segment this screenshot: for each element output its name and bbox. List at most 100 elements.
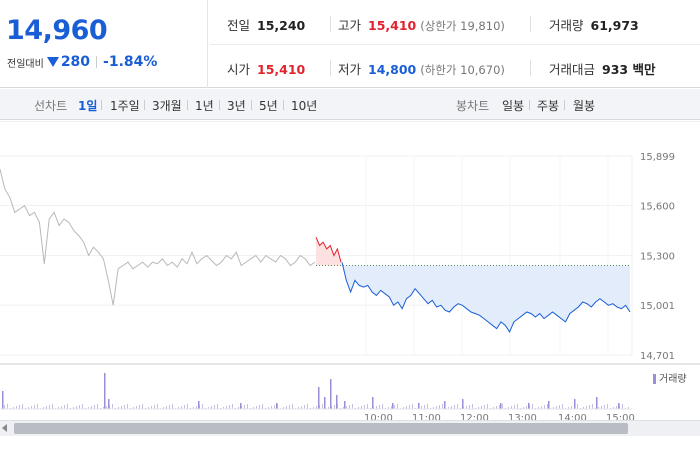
period-tab-10y[interactable]: 10년 — [291, 99, 318, 113]
volume-bar — [292, 404, 293, 409]
volume-bar — [163, 407, 164, 409]
period-tab-1d[interactable]: 1일 — [78, 99, 98, 113]
stat-label: 거래대금 — [549, 62, 596, 77]
volume-bar — [244, 405, 245, 409]
volume-bar — [178, 407, 179, 409]
candle-tab-month[interactable]: 월봉 — [573, 99, 596, 113]
volume-bar — [598, 407, 599, 409]
volume-bar — [151, 406, 152, 409]
current-price-box: 14,960 전일대비 280 -1.84% — [0, 0, 208, 88]
volume-bar — [628, 407, 629, 409]
stat-value: 15,240 — [257, 18, 306, 33]
y-tick-label: 15,300 — [640, 252, 675, 263]
volume-bar — [457, 404, 458, 409]
volume-bar — [568, 407, 569, 409]
divider — [96, 56, 98, 68]
volume-bar — [328, 407, 329, 409]
series-line-gray — [0, 168, 316, 306]
stat-low: 저가 14,800 (하한가 10,670) — [338, 59, 505, 78]
stat-amount: 거래대금 933 백만 — [549, 59, 655, 78]
volume-bar — [169, 405, 170, 409]
volume-bar — [124, 405, 125, 409]
volume-bar — [274, 405, 275, 409]
volume-bar — [104, 373, 106, 409]
x-tick-label: 11:00 — [412, 413, 441, 424]
scroll-thumb[interactable] — [14, 423, 628, 434]
volume-bar — [217, 404, 218, 409]
volume-bar — [28, 407, 29, 409]
volume-bar — [500, 403, 502, 409]
volume-bar — [454, 405, 455, 409]
volume-bar — [22, 404, 23, 409]
volume-bar — [202, 404, 203, 409]
volume-bar — [262, 404, 263, 409]
volume-bar — [19, 405, 20, 409]
period-tab-3y[interactable]: 3년 — [227, 99, 246, 113]
candle-tab-day[interactable]: 일봉 — [502, 99, 525, 113]
volume-bar — [268, 407, 269, 409]
volume-bar — [112, 404, 113, 409]
volume-bar — [214, 405, 215, 409]
candle-tab-week[interactable]: 주봉 — [537, 99, 560, 113]
divider — [564, 100, 565, 110]
volume-bar — [322, 404, 323, 409]
volume-bar — [184, 405, 185, 409]
volume-bar — [436, 406, 437, 409]
volume-bar — [439, 405, 440, 409]
volume-bar — [391, 406, 392, 409]
volume-bar — [589, 405, 590, 409]
volume-bar — [103, 407, 104, 409]
volume-bar — [349, 405, 350, 409]
period-tab-3m[interactable]: 3개월 — [152, 99, 182, 113]
period-tab-1w[interactable]: 1주일 — [110, 99, 140, 113]
volume-bar — [538, 407, 539, 409]
scroll-left-arrow-icon[interactable] — [2, 424, 7, 432]
volume-bar — [577, 404, 578, 409]
volume-bar — [313, 407, 314, 409]
volume-bar — [548, 401, 550, 409]
volume-bar — [433, 407, 434, 409]
volume-bar — [289, 405, 290, 409]
volume-bar — [139, 405, 140, 409]
volume-bar — [283, 407, 284, 409]
volume-bar — [148, 407, 149, 409]
chart-scrollbar[interactable] — [0, 420, 700, 436]
volume-bar — [330, 379, 332, 409]
divider — [530, 60, 531, 76]
y-tick-label: 15,001 — [640, 301, 675, 312]
volume-bar — [367, 404, 368, 409]
change-rate: -1.84% — [103, 54, 158, 70]
volume-bar — [526, 406, 527, 409]
stat-value: 15,410 — [368, 18, 417, 33]
period-tab-5y[interactable]: 5년 — [259, 99, 278, 113]
volume-bar — [481, 406, 482, 409]
volume-bar — [106, 406, 107, 409]
volume-bar — [444, 401, 446, 409]
volume-bar — [13, 407, 14, 409]
volume-bar — [376, 406, 377, 409]
volume-bar — [574, 399, 576, 409]
x-tick-label: 13:00 — [508, 413, 537, 424]
volume-bar — [247, 404, 248, 409]
divider — [330, 16, 331, 32]
volume-bar — [361, 406, 362, 409]
chart-toolbar: 선차트 1일 1주일 3개월 1년 3년 5년 10년 봉차트 일봉 주봉 월봉 — [0, 89, 700, 120]
volume-bar — [616, 406, 617, 409]
stat-open: 시가 15,410 — [227, 59, 305, 78]
volume-bar — [372, 397, 374, 409]
y-tick-label: 15,899 — [640, 152, 675, 163]
volume-bar — [223, 407, 224, 409]
stat-value: 61,973 — [590, 18, 639, 33]
volume-bar — [514, 405, 515, 409]
volume-bar — [462, 399, 464, 409]
stat-volume: 거래량 61,973 — [549, 15, 639, 34]
volume-bar — [154, 405, 155, 409]
volume-bar — [583, 407, 584, 409]
period-tab-1y[interactable]: 1년 — [195, 99, 214, 113]
volume-bar — [528, 403, 530, 409]
volume-bar — [97, 404, 98, 409]
volume-bar — [298, 407, 299, 409]
volume-bar — [541, 406, 542, 409]
volume-bar — [607, 404, 608, 409]
